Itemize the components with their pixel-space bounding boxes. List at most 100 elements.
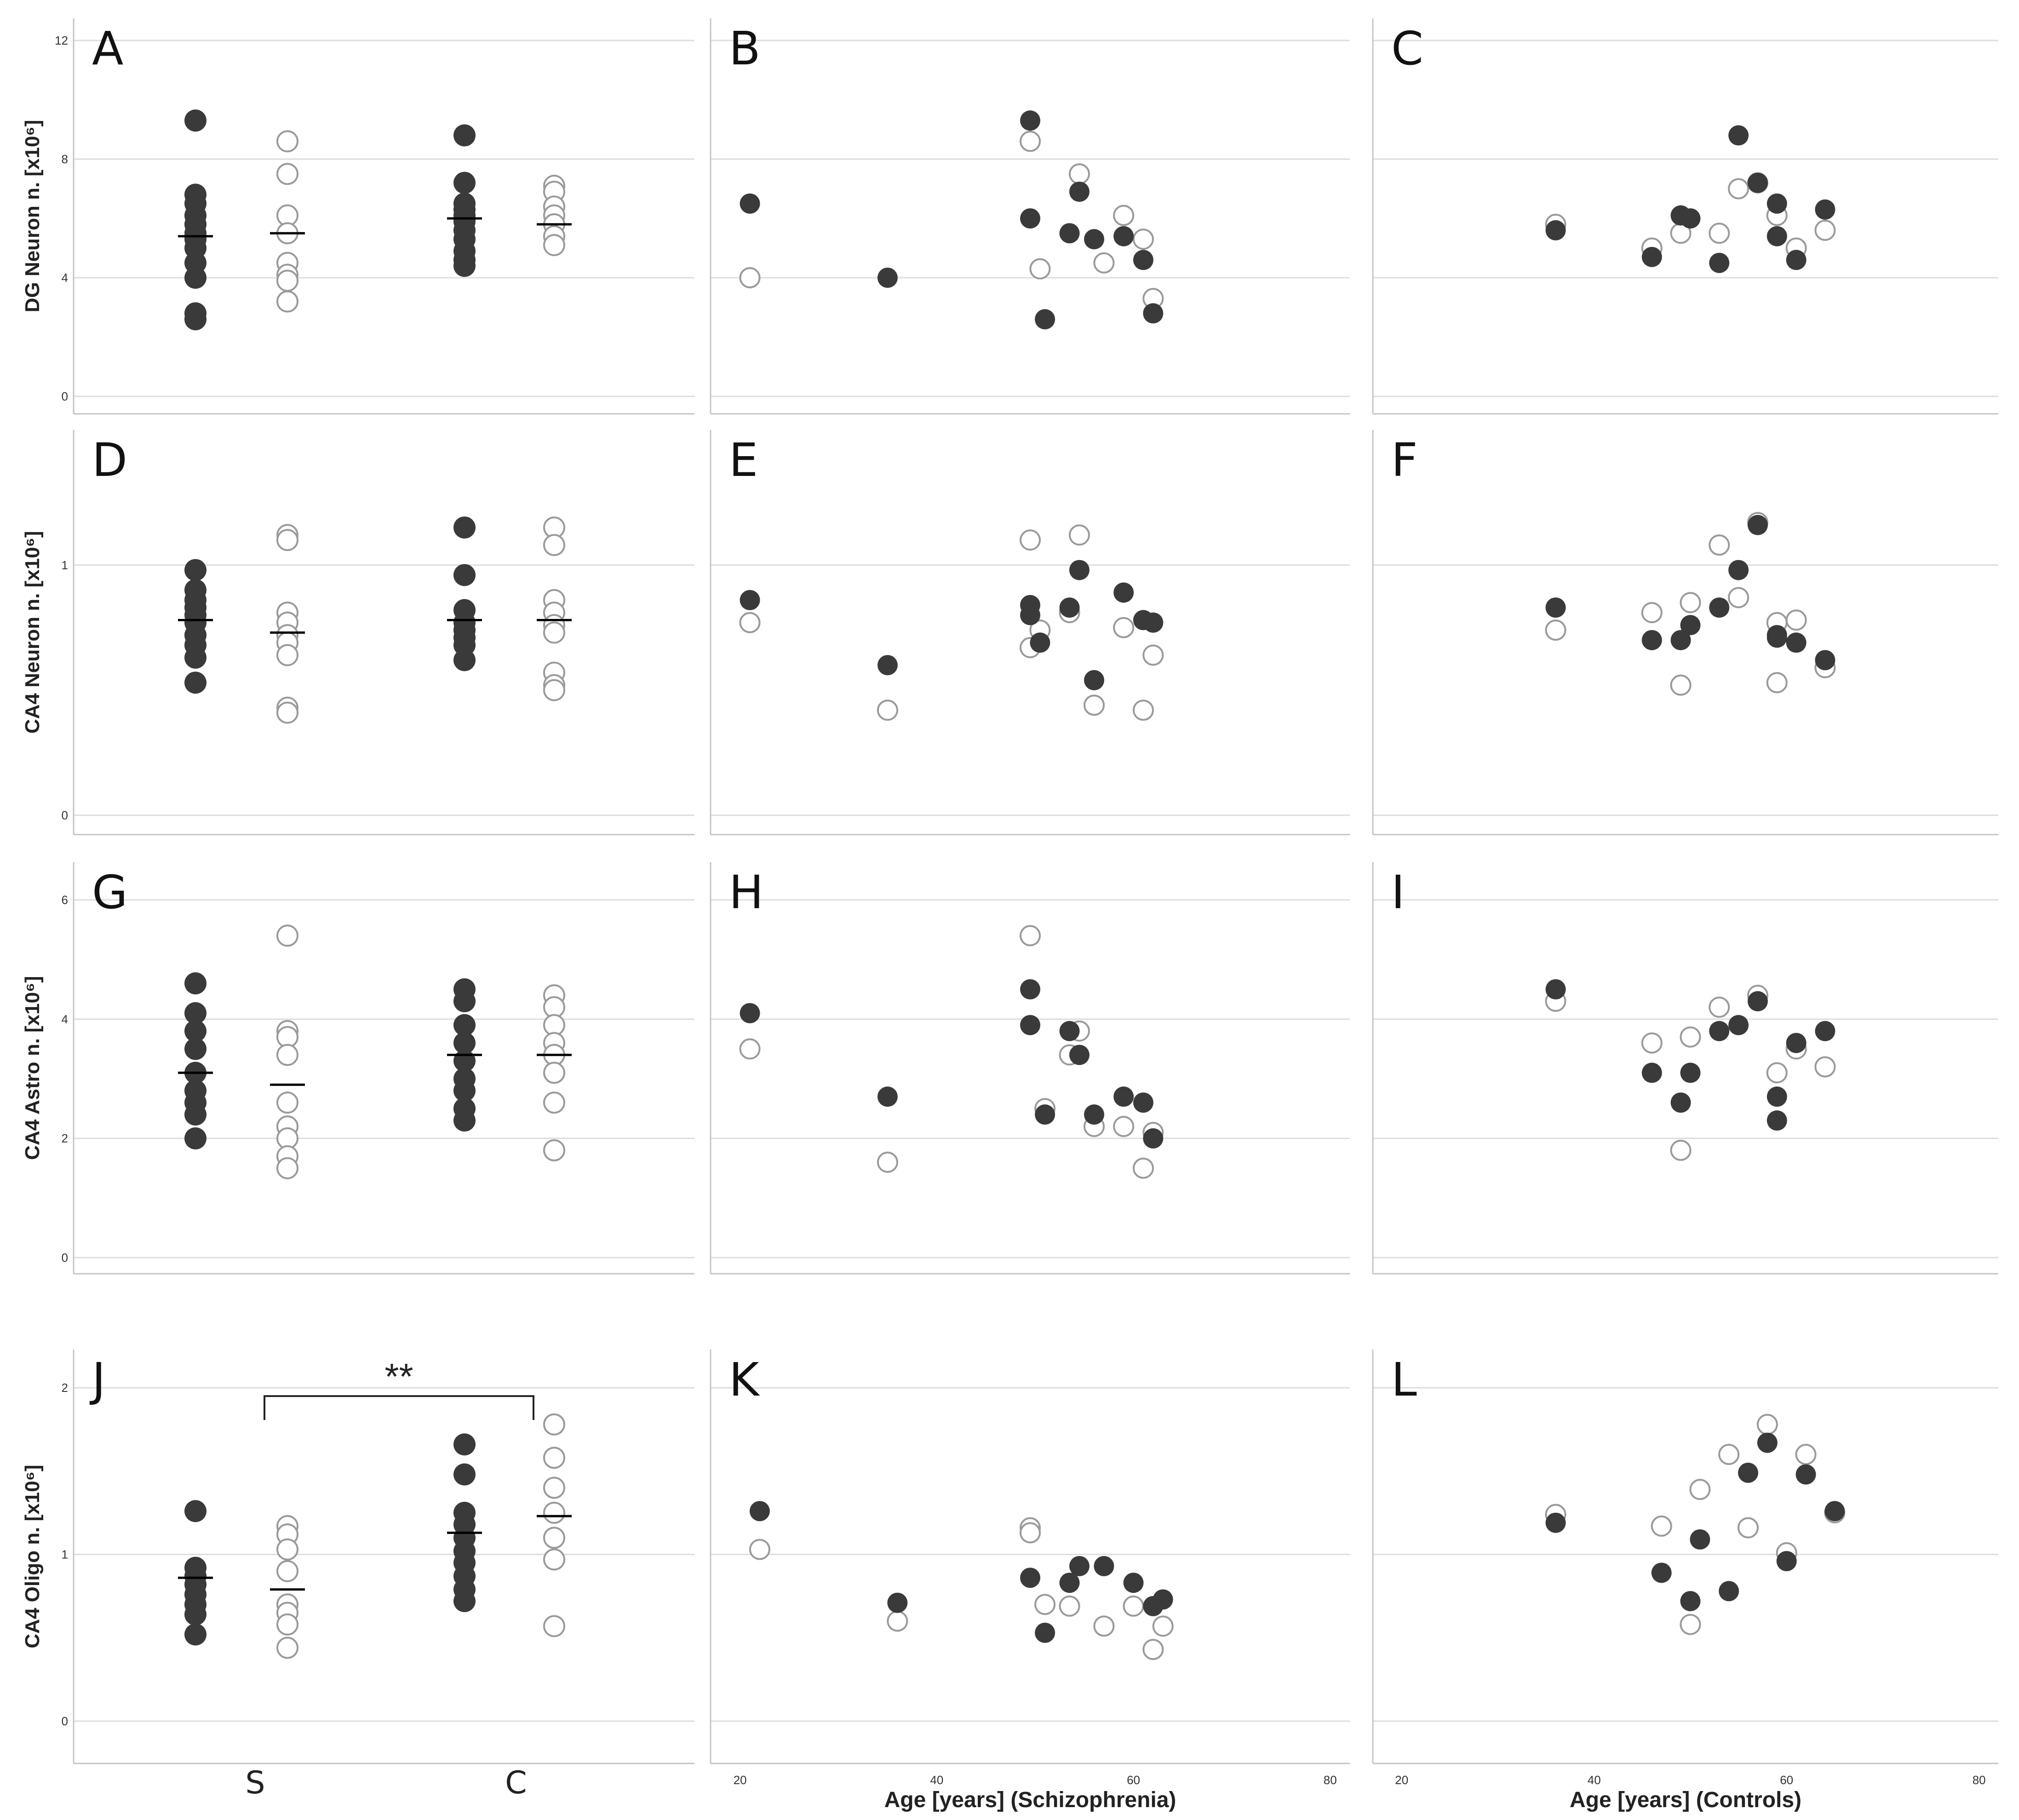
point-k-filled-4 bbox=[1059, 1573, 1080, 1593]
point-g-1-3 bbox=[276, 1044, 298, 1066]
point-e-open-9 bbox=[1132, 699, 1154, 721]
group-label-s: S bbox=[245, 1765, 265, 1801]
point-i-filled-1 bbox=[1641, 1063, 1662, 1083]
point-d-1-1 bbox=[276, 529, 298, 551]
x-tick-label-l-1: 40 bbox=[1588, 1773, 1601, 1787]
point-h-filled-4 bbox=[1035, 1104, 1055, 1125]
point-a-2-10 bbox=[453, 255, 476, 277]
point-i-filled-9 bbox=[1786, 1033, 1807, 1053]
point-l-open-3 bbox=[1689, 1479, 1711, 1500]
point-b-open-2 bbox=[1029, 258, 1051, 280]
point-c-filled-3 bbox=[1680, 208, 1701, 229]
point-j-3-4 bbox=[543, 1527, 565, 1549]
point-c-filled-5 bbox=[1728, 125, 1749, 146]
point-f-open-0 bbox=[1545, 619, 1566, 641]
point-l-filled-3 bbox=[1690, 1529, 1710, 1550]
point-a-0-9 bbox=[184, 267, 206, 289]
point-j-0-7 bbox=[184, 1623, 206, 1646]
point-g-0-7 bbox=[184, 1103, 206, 1126]
point-i-open-1 bbox=[1641, 1032, 1663, 1054]
point-f-open-2 bbox=[1670, 675, 1692, 696]
y-tick-label-d-1: 1 bbox=[62, 558, 68, 572]
point-e-filled-3 bbox=[1020, 605, 1040, 625]
point-g-2-3 bbox=[453, 1032, 476, 1054]
y-axis-title-a: DG Neuron n. [x10⁶] bbox=[21, 120, 44, 313]
x-axis-title-l: Age [years] (Controls) bbox=[1570, 1788, 1801, 1812]
point-e-filled-4 bbox=[1030, 632, 1050, 653]
point-f-filled-9 bbox=[1786, 632, 1807, 653]
point-l-open-6 bbox=[1756, 1414, 1778, 1435]
point-k-open-4 bbox=[1034, 1594, 1056, 1615]
point-c-open-8 bbox=[1814, 219, 1836, 241]
point-g-1-8 bbox=[276, 1157, 298, 1179]
point-h-filled-6 bbox=[1069, 1045, 1090, 1065]
point-i-filled-5 bbox=[1728, 1015, 1749, 1036]
point-k-open-9 bbox=[1152, 1615, 1174, 1637]
point-b-filled-8 bbox=[1133, 250, 1153, 270]
point-c-open-3 bbox=[1709, 223, 1730, 244]
point-j-2-9 bbox=[453, 1590, 476, 1612]
y-tick-label-a-0: 0 bbox=[62, 389, 68, 403]
panel-label-i: I bbox=[1391, 865, 1405, 919]
point-b-filled-1 bbox=[877, 268, 898, 288]
point-j-0-6 bbox=[184, 1603, 206, 1625]
y-axis-title-g: CA4 Astro n. [x10⁶] bbox=[21, 976, 44, 1160]
point-d-0-9 bbox=[184, 671, 206, 694]
point-a-0-0 bbox=[184, 109, 206, 132]
point-f-filled-10 bbox=[1815, 650, 1835, 670]
point-d-1-8 bbox=[276, 701, 298, 724]
point-h-filled-2 bbox=[1020, 979, 1040, 1000]
point-b-filled-3 bbox=[1020, 208, 1040, 229]
point-k-open-3 bbox=[1020, 1522, 1041, 1544]
point-f-open-4 bbox=[1709, 534, 1730, 556]
point-d-0-8 bbox=[184, 647, 206, 669]
point-i-filled-3 bbox=[1680, 1063, 1701, 1083]
point-l-filled-8 bbox=[1795, 1464, 1816, 1485]
point-d-1-6 bbox=[276, 644, 298, 666]
point-b-filled-2 bbox=[1020, 110, 1040, 131]
panel-label-a: A bbox=[92, 22, 123, 75]
point-i-open-2 bbox=[1670, 1139, 1692, 1161]
point-i-open-3 bbox=[1680, 1026, 1701, 1048]
panel-label-c: C bbox=[1391, 22, 1423, 75]
y-axis-title-d: CA4 Neuron n. [x10⁶] bbox=[21, 531, 44, 734]
point-l-open-2 bbox=[1680, 1614, 1701, 1635]
point-g-0-0 bbox=[184, 972, 206, 995]
panel-label-f: F bbox=[1391, 433, 1418, 487]
point-e-filled-5 bbox=[1059, 597, 1080, 618]
point-l-open-5 bbox=[1738, 1517, 1759, 1539]
y-tick-label-g-3: 6 bbox=[62, 893, 68, 907]
point-f-filled-2 bbox=[1670, 630, 1691, 651]
point-c-filled-0 bbox=[1545, 220, 1566, 240]
point-l-filled-5 bbox=[1738, 1462, 1758, 1483]
y-tick-label-a-3: 12 bbox=[55, 34, 68, 47]
point-h-filled-1 bbox=[877, 1086, 898, 1107]
point-g-2-6 bbox=[453, 1079, 476, 1102]
point-b-filled-7 bbox=[1113, 226, 1134, 246]
point-g-3-6 bbox=[543, 1091, 565, 1114]
point-a-2-0 bbox=[453, 124, 476, 147]
point-b-open-1 bbox=[1020, 131, 1041, 152]
significance-bracket bbox=[264, 1395, 534, 1420]
point-e-open-1 bbox=[877, 699, 898, 721]
panel-label-d: D bbox=[92, 433, 127, 487]
x-tick-label-k-1: 40 bbox=[930, 1773, 943, 1787]
point-h-open-7 bbox=[1113, 1116, 1135, 1137]
point-l-filled-2 bbox=[1680, 1591, 1701, 1611]
point-b-open-5 bbox=[1113, 205, 1135, 226]
point-a-0-11 bbox=[184, 308, 206, 331]
point-k-filled-3 bbox=[1035, 1622, 1055, 1643]
point-h-filled-3 bbox=[1020, 1015, 1040, 1036]
point-l-filled-0 bbox=[1545, 1512, 1566, 1533]
panel-label-h: H bbox=[729, 865, 763, 919]
point-l-filled-4 bbox=[1719, 1581, 1739, 1602]
point-i-filled-7 bbox=[1767, 1086, 1787, 1107]
y-tick-label-j-1: 1 bbox=[62, 1548, 68, 1562]
point-i-filled-4 bbox=[1709, 1021, 1730, 1042]
point-a-1-0 bbox=[276, 130, 298, 153]
y-tick-label-j-2: 2 bbox=[62, 1381, 68, 1395]
point-f-filled-1 bbox=[1641, 630, 1662, 651]
point-g-0-2 bbox=[184, 1020, 206, 1042]
point-i-open-8 bbox=[1814, 1056, 1836, 1078]
point-k-filled-1 bbox=[887, 1592, 908, 1613]
